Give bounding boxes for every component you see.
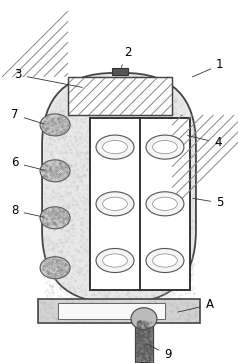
Bar: [68, 77, 172, 115]
Text: 7: 7: [11, 109, 45, 124]
Text: 1: 1: [193, 58, 224, 77]
Bar: [90, 118, 190, 290]
Text: 2: 2: [121, 46, 132, 68]
Text: 9: 9: [146, 344, 172, 361]
Ellipse shape: [146, 192, 184, 216]
Ellipse shape: [153, 197, 177, 211]
Text: 4: 4: [188, 135, 222, 149]
Ellipse shape: [153, 140, 177, 154]
Bar: [135, 320, 153, 363]
Ellipse shape: [103, 197, 127, 211]
Ellipse shape: [40, 114, 70, 136]
Bar: [139, 362, 149, 363]
Bar: [38, 299, 200, 323]
FancyBboxPatch shape: [42, 73, 196, 303]
Bar: [68, 77, 172, 115]
Text: 3: 3: [15, 69, 82, 87]
Ellipse shape: [131, 308, 157, 330]
Ellipse shape: [40, 207, 70, 229]
Ellipse shape: [96, 249, 134, 273]
Ellipse shape: [40, 257, 70, 279]
Ellipse shape: [146, 135, 184, 159]
Ellipse shape: [103, 140, 127, 154]
Ellipse shape: [103, 254, 127, 267]
Bar: [58, 303, 165, 319]
Text: 6: 6: [11, 156, 44, 170]
Ellipse shape: [40, 160, 70, 182]
Ellipse shape: [96, 135, 134, 159]
Text: 8: 8: [11, 204, 44, 217]
Text: A: A: [178, 298, 214, 312]
Ellipse shape: [96, 192, 134, 216]
Ellipse shape: [146, 249, 184, 273]
Bar: [112, 68, 128, 75]
Ellipse shape: [153, 254, 177, 267]
Text: 5: 5: [193, 196, 223, 209]
